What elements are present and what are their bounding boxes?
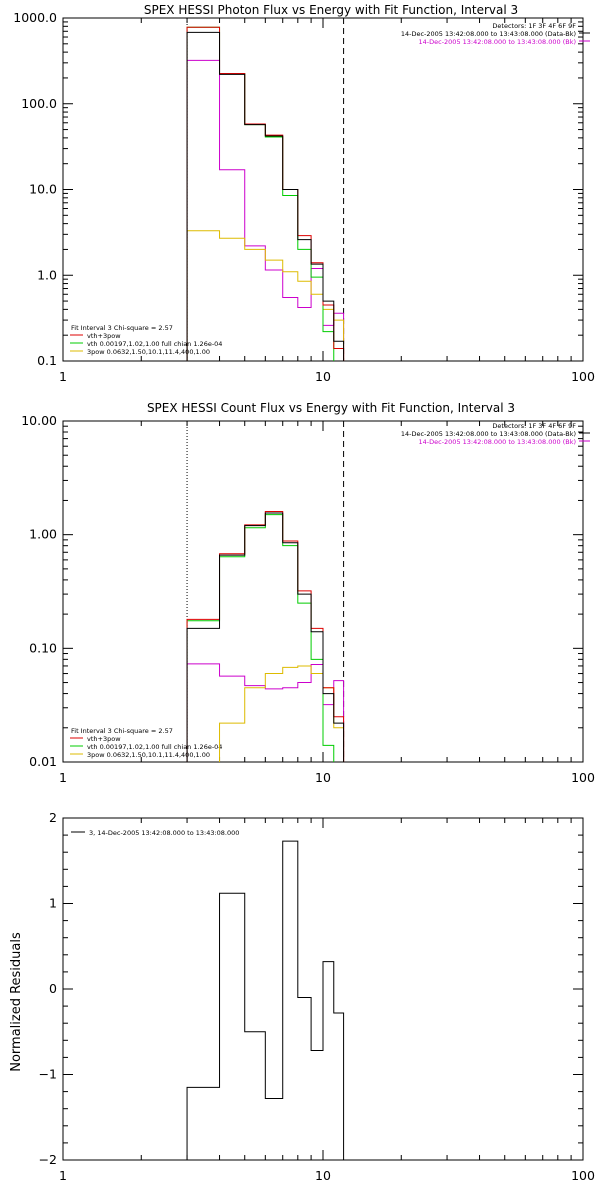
residuals-axis-ticks: 1 10 100 −2 −1 0 1 2 [39, 810, 595, 1183]
photon-y-tick-label: 1.0 [37, 267, 57, 282]
residuals-ylabel: Normalized Residuals [9, 932, 24, 1072]
photon-header-bk: 14-Dec-2005 13:42:08.000 to 13:43:08.000… [419, 38, 577, 46]
photon-fit-line-0: Fit Interval 3 Chi-square = 2.57 [71, 324, 173, 332]
residuals-y-tick-label: −1 [39, 1067, 57, 1082]
count-axis-ticks: 1 10 100 0.01 0.10 1.00 10.00 [21, 413, 595, 785]
residuals-curves [186, 840, 345, 1160]
count-fit-line-3: 3pow 0.0632,1.50,10.1,11.4,400,1.00 [87, 751, 210, 759]
photon-axis-ticks: 1 10 100 0.1 1.0 10.0 100.0 1000.0 [13, 10, 595, 384]
count-flux-title: SPEX HESSI Count Flux vs Energy with Fit… [147, 401, 515, 415]
residuals-y-tick-label: −2 [39, 1152, 57, 1167]
photon-header-detectors: Detectors: 1F 3F 4F 6F 9F [492, 22, 576, 30]
count-legend-marks [70, 432, 590, 755]
residuals-y-tick-label: 2 [49, 810, 57, 825]
count-header-bk: 14-Dec-2005 13:42:08.000 to 13:43:08.000… [419, 438, 577, 446]
count-flux-panel: SPEX HESSI Count Flux vs Energy with Fit… [21, 401, 595, 785]
photon-series-bk [186, 59, 345, 361]
count-header-databk: 14-Dec-2005 13:42:08.000 to 13:43:08.000… [401, 430, 576, 438]
count-fit-line-1: vth+3pow [87, 735, 121, 743]
residuals-legend-text: 3, 14-Dec-2005 13:42:08.000 to 13:43:08.… [89, 829, 239, 837]
residuals-panel: Normalized Residuals 3, 14-Dec-2005 13:4… [9, 810, 595, 1183]
count-series-data-bk [186, 512, 345, 762]
residuals-series-3-14-dec-2005-13-42-08-000-to-13-43-08-000 [186, 840, 345, 1160]
count-x-tick-label: 1 [59, 770, 67, 785]
photon-x-tick-label: 10 [315, 369, 331, 384]
count-curves [186, 421, 345, 762]
photon-flux-title: SPEX HESSI Photon Flux vs Energy with Fi… [144, 3, 518, 17]
photon-header-databk: 14-Dec-2005 13:42:08.000 to 13:43:08.000… [401, 30, 576, 38]
photon-y-tick-label: 100.0 [21, 96, 57, 111]
photon-series-data-bk [186, 31, 345, 361]
count-series-bk [186, 663, 345, 762]
photon-fit-line-1: vth+3pow [87, 332, 121, 340]
photon-legend-marks [70, 32, 590, 352]
photon-y-tick-label: 10.0 [29, 182, 57, 197]
residuals-x-tick-label: 10 [315, 1168, 331, 1183]
photon-x-tick-label: 100 [571, 369, 595, 384]
count-series-vth-3pow [186, 510, 345, 762]
residuals-x-tick-label: 1 [59, 1168, 67, 1183]
count-series-vth [186, 514, 335, 762]
count-fit-line-0: Fit Interval 3 Chi-square = 2.57 [71, 727, 173, 735]
residuals-y-tick-label: 1 [49, 896, 57, 911]
photon-curves [186, 18, 345, 361]
residuals-x-tick-label: 100 [571, 1168, 595, 1183]
photon-series-vth-3pow [186, 26, 345, 361]
photon-y-tick-label: 0.1 [37, 353, 57, 368]
count-y-tick-label: 0.10 [29, 640, 57, 655]
photon-fit-line-2: vth 0.00197,1.02,1.00 full chian 1.26e-0… [87, 340, 222, 348]
photon-fit-line-3: 3pow 0.0632,1.50,10.1,11.4,400,1.00 [87, 348, 210, 356]
photon-x-tick-label: 1 [59, 369, 67, 384]
count-y-tick-label: 1.00 [29, 527, 57, 542]
photon-flux-panel: SPEX HESSI Photon Flux vs Energy with Fi… [13, 3, 595, 384]
count-x-tick-label: 10 [315, 770, 331, 785]
count-y-tick-label: 10.00 [21, 413, 57, 428]
photon-series-vth [186, 26, 335, 361]
photon-series-3pow [186, 230, 345, 361]
residuals-y-tick-label: 0 [49, 981, 57, 996]
count-header-detectors: Detectors: 1F 3F 4F 6F 9F [492, 422, 576, 430]
count-y-tick-label: 0.01 [29, 754, 57, 769]
count-x-tick-label: 100 [571, 770, 595, 785]
photon-y-tick-label: 1000.0 [13, 10, 57, 25]
count-fit-line-2: vth 0.00197,1.02,1.00 full chian 1.26e-0… [87, 743, 222, 751]
